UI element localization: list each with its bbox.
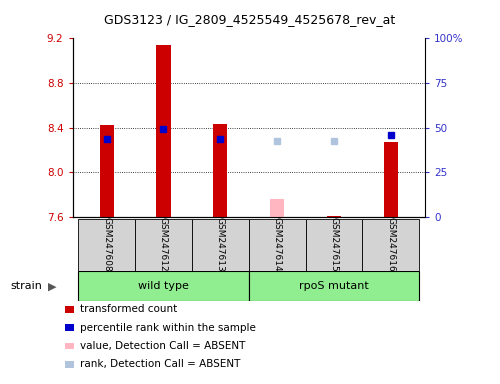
- Bar: [213, 124, 228, 217]
- Text: GSM247608: GSM247608: [102, 217, 111, 272]
- Text: percentile rank within the sample: percentile rank within the sample: [80, 323, 256, 333]
- Bar: [78, 219, 135, 271]
- Text: GSM247612: GSM247612: [159, 217, 168, 272]
- Bar: [78, 271, 249, 301]
- Bar: [156, 45, 170, 217]
- Text: ▶: ▶: [48, 281, 56, 291]
- Bar: [306, 219, 362, 271]
- Bar: [270, 199, 284, 217]
- Text: value, Detection Call = ABSENT: value, Detection Call = ABSENT: [80, 341, 245, 351]
- Text: GSM247615: GSM247615: [330, 217, 338, 272]
- Bar: [192, 219, 249, 271]
- Text: GSM247614: GSM247614: [272, 217, 281, 272]
- Text: GSM247616: GSM247616: [386, 217, 396, 272]
- Text: GDS3123 / IG_2809_4525549_4525678_rev_at: GDS3123 / IG_2809_4525549_4525678_rev_at: [104, 13, 396, 26]
- Text: transformed count: transformed count: [80, 304, 177, 314]
- Bar: [384, 142, 398, 217]
- Bar: [362, 219, 420, 271]
- Text: strain: strain: [10, 281, 42, 291]
- Text: rpoS mutant: rpoS mutant: [299, 281, 369, 291]
- Text: rank, Detection Call = ABSENT: rank, Detection Call = ABSENT: [80, 359, 240, 369]
- Text: wild type: wild type: [138, 281, 189, 291]
- Bar: [249, 219, 306, 271]
- Bar: [327, 216, 341, 217]
- Bar: [249, 271, 420, 301]
- Bar: [135, 219, 192, 271]
- Text: GSM247613: GSM247613: [216, 217, 225, 272]
- Bar: [100, 126, 114, 217]
